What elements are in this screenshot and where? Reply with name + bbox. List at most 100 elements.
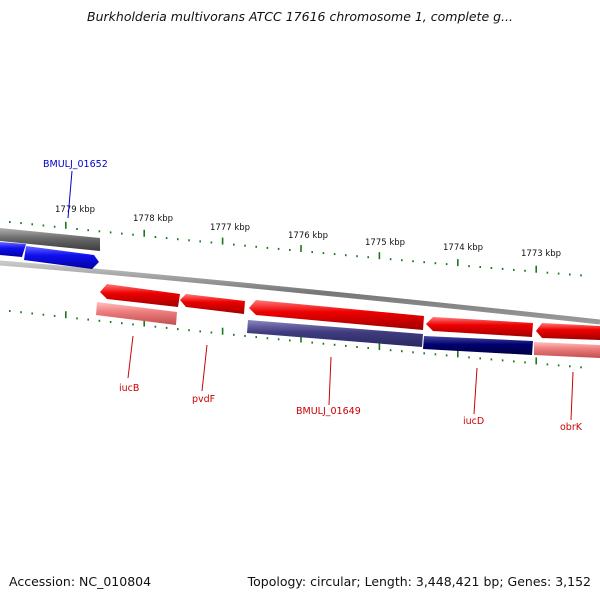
major-tick xyxy=(300,245,302,252)
minor-tick xyxy=(87,318,89,321)
minor-tick xyxy=(199,240,201,243)
minor-tick xyxy=(154,325,157,328)
minor-tick xyxy=(524,269,526,272)
minor-tick xyxy=(266,246,269,249)
minor-tick xyxy=(109,321,112,323)
minor-tick xyxy=(356,346,358,348)
minor-tick xyxy=(434,353,437,356)
major-tick xyxy=(65,311,67,319)
minor-tick xyxy=(244,244,246,247)
minor-tick xyxy=(42,224,45,227)
minor-tick xyxy=(165,326,168,329)
cds-feature-bmulj-01649[interactable] xyxy=(247,320,423,347)
minor-tick xyxy=(289,339,291,342)
major-tick xyxy=(221,237,224,245)
minor-tick xyxy=(277,247,280,250)
minor-tick xyxy=(389,349,392,352)
minor-tick xyxy=(121,232,123,235)
minor-tick xyxy=(333,253,336,256)
minor-tick xyxy=(412,351,414,354)
minor-tick xyxy=(31,312,33,315)
minor-tick xyxy=(356,255,358,258)
minor-tick xyxy=(524,361,526,364)
minor-tick xyxy=(289,249,291,251)
gene-feature-grey[interactable] xyxy=(0,228,100,251)
major-tick xyxy=(300,335,302,343)
gene-feature-bmulj-01652[interactable] xyxy=(0,242,26,257)
gene-feature-iucd[interactable] xyxy=(426,317,533,337)
minor-tick xyxy=(109,231,112,234)
minor-tick xyxy=(557,364,560,367)
minor-tick xyxy=(244,334,246,337)
gene-feature-obrk[interactable] xyxy=(536,323,600,340)
minor-tick xyxy=(367,256,369,259)
minor-tick xyxy=(20,222,22,225)
minor-tick xyxy=(87,229,89,232)
minor-tick xyxy=(255,245,257,248)
minor-tick xyxy=(423,352,425,355)
minor-tick xyxy=(569,273,571,276)
minor-tick xyxy=(9,310,11,312)
minor-tick xyxy=(98,319,101,322)
gene-label-obrk[interactable]: obrK xyxy=(560,422,583,433)
minor-tick xyxy=(546,363,549,366)
minor-tick xyxy=(9,221,11,223)
minor-tick xyxy=(188,329,190,332)
minor-tick xyxy=(468,356,470,359)
minor-tick xyxy=(53,314,56,317)
minor-tick xyxy=(345,254,347,257)
accession-text: Accession: NC_010804 xyxy=(9,574,152,589)
gene-label-iucb[interactable]: iucB xyxy=(119,383,139,394)
minor-tick xyxy=(423,261,425,264)
minor-tick xyxy=(389,258,392,261)
scale-label-1777: 1777 kbp xyxy=(210,223,250,233)
gene-feature-forward-2[interactable] xyxy=(24,246,99,269)
minor-tick xyxy=(569,365,571,368)
minor-tick xyxy=(42,313,45,316)
genome-summary-text: Topology: circular; Length: 3,448,421 bp… xyxy=(247,574,591,589)
scale-tick-track-inner xyxy=(9,310,582,369)
gene-label-bmulj-01652[interactable]: BMULJ_01652 xyxy=(43,159,108,170)
minor-tick xyxy=(20,311,22,314)
gene-feature-pvdf[interactable] xyxy=(180,294,245,314)
gene-feature-bmulj-01649[interactable] xyxy=(249,300,424,330)
minor-tick xyxy=(31,223,33,226)
minor-tick xyxy=(434,262,437,265)
major-tick xyxy=(378,343,381,351)
minor-tick xyxy=(546,271,549,274)
pseudo-feature-iucb[interactable] xyxy=(96,302,177,325)
minor-tick xyxy=(266,337,269,340)
minor-tick xyxy=(445,263,448,266)
chromosome-backbone xyxy=(0,260,600,325)
scale-label-1773: 1773 kbp xyxy=(521,249,561,259)
cds-feature-iucd[interactable] xyxy=(423,336,533,355)
minor-tick xyxy=(412,260,414,263)
major-tick xyxy=(221,327,224,335)
gene-feature-iucb[interactable] xyxy=(100,284,180,307)
minor-tick xyxy=(277,338,280,341)
gene-label-iucd[interactable]: iucD xyxy=(463,416,484,427)
major-tick xyxy=(143,319,145,327)
minor-tick xyxy=(401,350,403,353)
minor-tick xyxy=(490,267,493,269)
minor-tick xyxy=(98,230,101,233)
minor-tick xyxy=(210,331,213,334)
major-tick xyxy=(457,259,459,267)
gene-label-pvdf[interactable]: pvdF xyxy=(192,394,215,405)
minor-tick xyxy=(311,341,313,344)
minor-tick xyxy=(121,322,123,325)
minor-tick xyxy=(132,323,134,326)
minor-tick xyxy=(490,358,493,361)
minor-tick xyxy=(322,342,325,345)
minor-tick xyxy=(479,266,481,268)
minor-tick xyxy=(199,330,201,333)
minor-tick xyxy=(501,267,504,270)
major-tick xyxy=(143,229,145,237)
pseudo-feature-obrk[interactable] xyxy=(534,342,600,358)
map-title: Burkholderia multivorans ATCC 17616 chro… xyxy=(87,9,513,24)
scale-label-1779: 1779 kbp xyxy=(55,205,95,215)
major-tick xyxy=(535,265,537,273)
gene-label-bmulj-01649[interactable]: BMULJ_01649 xyxy=(296,406,361,417)
minor-tick xyxy=(513,360,515,363)
